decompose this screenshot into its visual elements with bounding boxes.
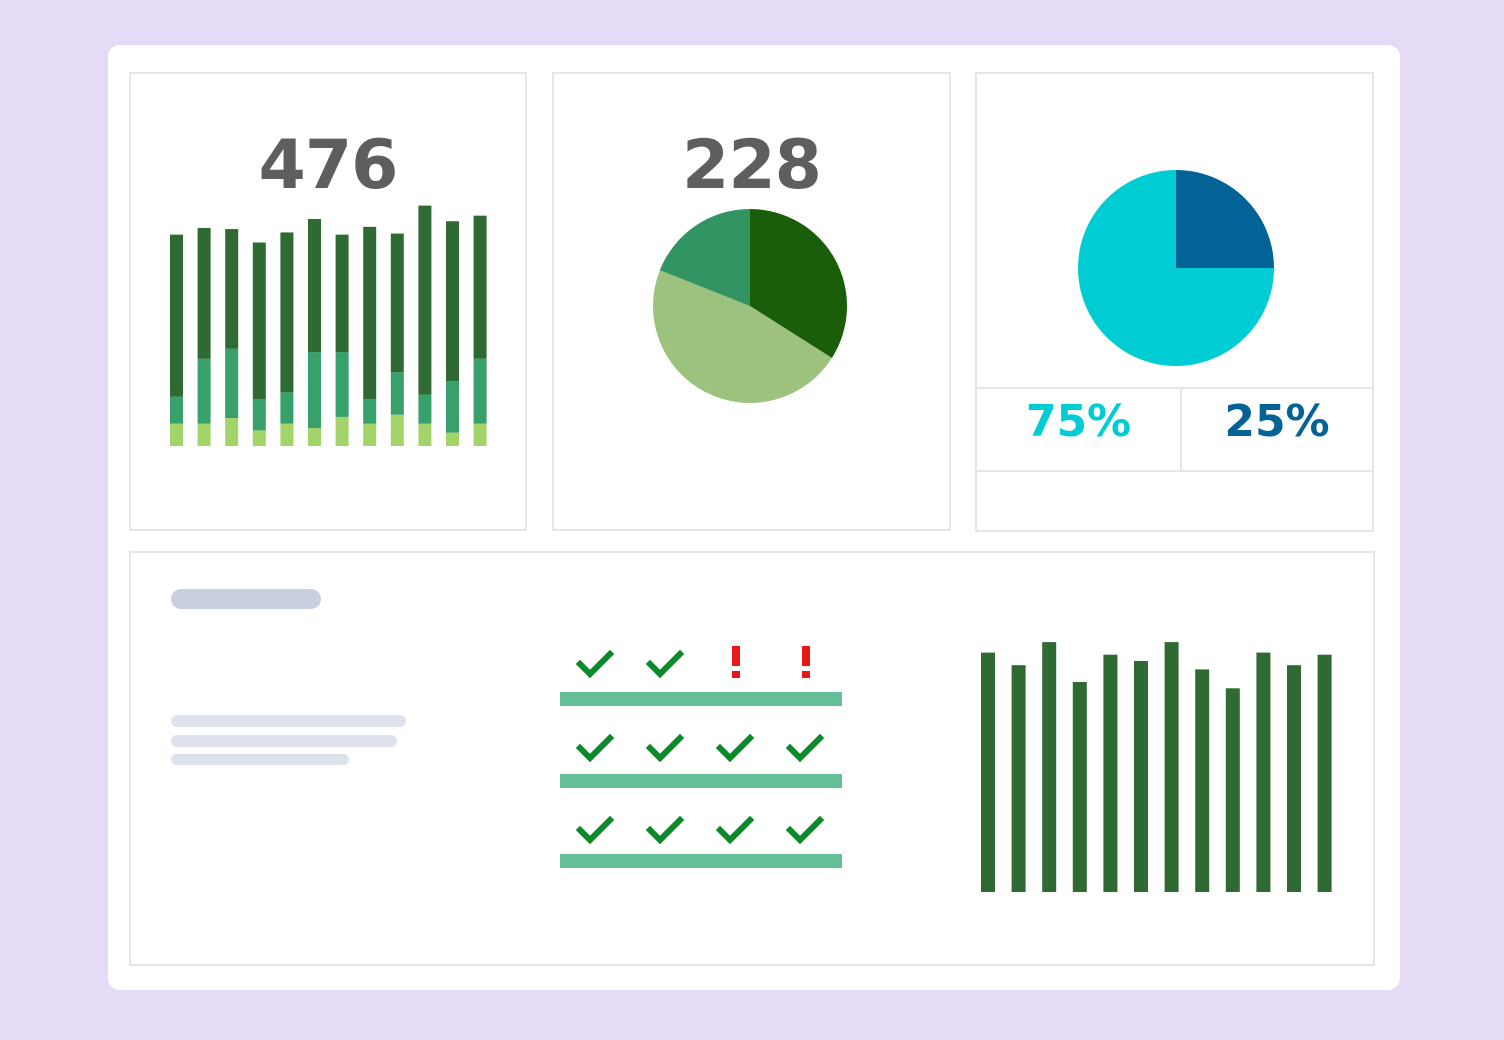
stacked-bar-segment [308,352,321,429]
stacked-bar-segment [390,414,404,446]
stacked-bar-segment [446,381,459,433]
stacked-bar-segment [197,358,211,424]
check-icon [645,733,685,763]
stacked-bar-segment [170,423,183,446]
table-row-divider [560,854,842,868]
check-icon [575,815,615,845]
pie-slice [1078,170,1274,366]
stacked-bar-segment [390,372,404,415]
stacked-bar-segment [225,348,239,419]
text-placeholder-line [171,715,406,727]
warning-icon-dot [802,671,810,678]
stacked-bar-segment [280,232,294,393]
status-table [560,646,842,868]
stacked-card-number: 476 [258,126,399,205]
pie-slice [659,209,750,306]
stacked-bar-segment [170,396,183,424]
stacked-bar-card: 476 [129,72,527,531]
percent-right: 25% [1224,396,1330,447]
pie-card-number: 228 [682,126,822,205]
stacked-bar-segment [473,358,487,424]
bar [1287,665,1301,892]
stacked-bar-segment [225,418,239,446]
stacked-bar-segment [335,352,349,417]
check-icon [575,733,615,763]
stacked-bar-segment [335,234,349,353]
title-placeholder [171,589,321,609]
stacked-bar-segment [252,242,266,400]
green-pie-chart [653,209,847,403]
stacked-bar-segment [473,215,487,359]
stacked-bar-segment [446,221,459,382]
bar [1195,669,1210,892]
warning-icon [802,646,810,666]
check-icon [645,815,685,845]
stacked-bar-chart [170,205,487,446]
stacked-bar-segment [418,394,432,424]
bar [1042,642,1057,892]
stacked-bar-segment [308,219,321,353]
stacked-bar-segment [418,205,432,395]
bar [1317,654,1332,892]
percent-row: 75% 25% [977,387,1372,472]
stacked-bar-segment [197,423,211,446]
stacked-bar-segment [335,416,349,446]
bar [1225,688,1240,892]
stacked-bar-segment [252,399,266,431]
stacked-bar-segment [170,234,183,397]
warning-icon-dot [732,671,740,678]
stacked-bar-segment [280,392,294,424]
pie-slice [750,209,847,358]
check-icon [645,649,685,679]
stacked-bar-segment [280,423,294,446]
stacked-bar-segment [390,233,404,373]
check-icon [575,649,615,679]
text-placeholder-line [171,735,397,747]
stacked-bar-segment [252,430,266,446]
check-icon [785,815,825,845]
stacked-bar-segment [363,226,377,400]
pie-slice [653,270,832,403]
bar [1011,665,1026,892]
percent-left: 75% [977,389,1182,470]
table-row-divider [560,774,842,788]
check-icon [715,733,755,763]
bar [1134,661,1148,892]
stacked-bar-segment [363,423,377,446]
check-icon [715,815,755,845]
blue-pie-chart [1078,170,1274,366]
bar [981,652,995,892]
stacked-bar-segment [225,229,239,349]
pie-slice [1176,170,1274,268]
stacked-bar-segment [197,227,211,359]
text-placeholder-line [171,754,349,765]
bar [1072,682,1087,892]
bar [1103,654,1118,892]
stacked-bar-segment [418,423,432,446]
stacked-bar-segment [363,399,377,424]
warning-icon [732,646,740,666]
stacked-bar-segment [446,432,459,446]
bar-chart [981,642,1332,892]
bar [1164,642,1179,892]
stacked-bar-segment [473,423,487,446]
check-icon [785,733,825,763]
bar [1256,652,1271,892]
stacked-bar-segment [308,428,321,446]
table-row-divider [560,692,842,706]
